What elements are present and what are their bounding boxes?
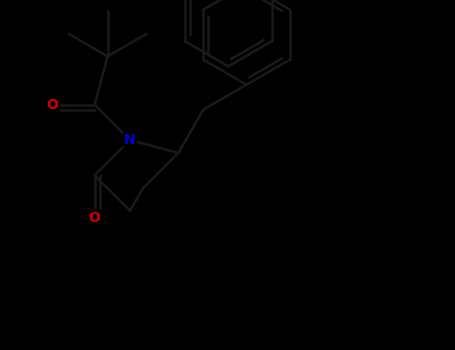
Text: O: O — [89, 211, 101, 225]
Text: N: N — [124, 133, 136, 147]
Text: O: O — [46, 98, 58, 112]
